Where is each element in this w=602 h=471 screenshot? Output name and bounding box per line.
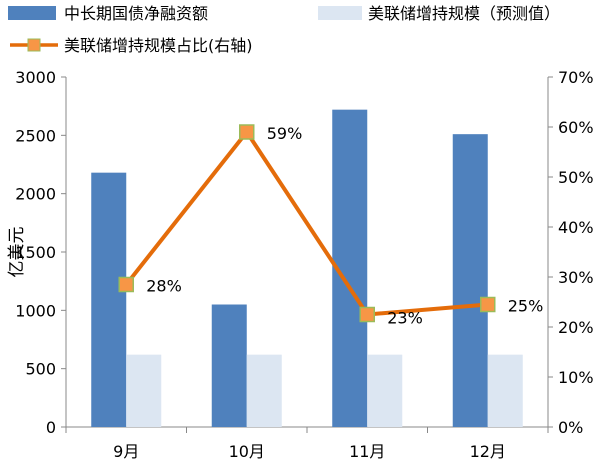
bar-fed-forecast: [367, 354, 403, 427]
x-tick-label: 9月: [113, 442, 139, 461]
fed-share-data-label: 59%: [267, 124, 303, 143]
y-right-tick-label: 30%: [558, 268, 594, 287]
x-axis-ticks: 9月 10月 11月 12月: [65, 427, 549, 461]
fed-share-marker: [239, 124, 255, 140]
y-right-tick-label: 60%: [558, 118, 594, 137]
y-axis-right-ticks: 0% 10% 20% 30% 40% 50% 60% 70%: [548, 68, 594, 437]
fed-share-marker: [118, 276, 134, 293]
y-left-tick-label: 0: [46, 418, 56, 437]
y-right-tick-label: 40%: [558, 218, 594, 237]
fed-share-marker: [480, 296, 496, 313]
fed-share-data-label: 25%: [508, 297, 544, 316]
legend-swatch-net-financing: [8, 6, 56, 20]
y-right-tick-label: 50%: [558, 168, 594, 187]
legend-label-fed-forecast: 美联储增持规模（预测值）: [368, 4, 560, 23]
x-tick-label: 12月: [470, 442, 506, 461]
legend-label-fed-share: 美联储增持规模占比(右轴): [64, 36, 253, 55]
y-right-tick-label: 20%: [558, 318, 594, 337]
bar-fed-forecast: [246, 354, 282, 427]
bar-net-financing: [211, 304, 247, 427]
bar-net-financing: [91, 172, 127, 427]
y-left-tick-label: 500: [25, 360, 56, 379]
y-axis-label: 亿美元: [7, 227, 27, 278]
bar-fed-forecast: [126, 354, 162, 427]
x-tick-label: 11月: [349, 442, 385, 461]
bars: [91, 109, 523, 428]
y-right-tick-label: 70%: [558, 68, 594, 87]
fed-share-data-label: 28%: [146, 277, 182, 296]
y-left-tick-label: 1000: [15, 301, 56, 320]
x-tick-label: 10月: [229, 442, 265, 461]
legend-swatch-fed-forecast: [318, 6, 362, 20]
legend-label-net-financing: 中长期国债净融资额: [64, 4, 208, 23]
fed-share-line: [124, 130, 488, 317]
y-left-tick-label: 2500: [15, 126, 56, 145]
legend: 中长期国债净融资额 美联储增持规模（预测值） 美联储增持规模占比(右轴): [8, 4, 560, 55]
line-series: 28% 59% 23% 25%: [118, 124, 544, 328]
fed-share-marker: [359, 306, 375, 323]
y-left-tick-label: 1500: [15, 243, 56, 262]
y-left-tick-label: 3000: [15, 68, 56, 87]
legend-marker-fed-share: [27, 38, 41, 52]
y-right-tick-label: 0%: [558, 418, 583, 437]
fed-share-data-label: 23%: [387, 309, 423, 328]
y-right-tick-label: 10%: [558, 368, 594, 387]
bar-fed-forecast: [487, 354, 523, 427]
y-axis-left-ticks: 0 500 1000 1500 2000 2500 3000: [15, 68, 66, 437]
y-left-tick-label: 2000: [15, 185, 56, 204]
bar-net-financing: [452, 134, 488, 427]
